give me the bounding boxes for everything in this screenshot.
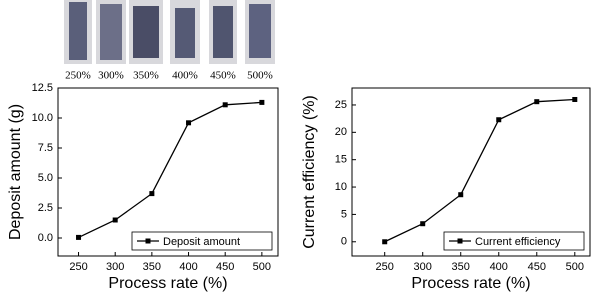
x-tick-label: 500 xyxy=(253,261,271,273)
data-point xyxy=(186,120,192,126)
data-point xyxy=(149,191,155,197)
legend-box xyxy=(131,231,273,251)
y-axis-label: Current efficiency (%) xyxy=(301,95,318,249)
photo-label: 400% xyxy=(172,70,198,82)
x-tick-label: 400 xyxy=(490,261,508,273)
x-tick-label: 250 xyxy=(69,261,87,273)
x-tick-label: 450 xyxy=(528,261,546,273)
y-tick-label: 10 xyxy=(335,181,347,193)
x-tick-label: 350 xyxy=(143,261,161,273)
photo-sample xyxy=(175,8,195,58)
plot-frame xyxy=(351,87,591,257)
photo-sample xyxy=(100,4,122,60)
data-point xyxy=(420,221,426,227)
photo-label: 250% xyxy=(65,70,91,82)
photo-label: 450% xyxy=(210,70,236,82)
y-tick-label: 7.5 xyxy=(38,142,53,154)
photos xyxy=(64,0,275,64)
plot-frame xyxy=(57,87,279,257)
photo-label: 500% xyxy=(247,70,273,82)
series-line xyxy=(78,101,262,238)
data-point xyxy=(534,99,540,105)
y-tick-label: 2.5 xyxy=(38,202,53,214)
legend-label: Deposit amount xyxy=(163,236,240,248)
photo-sample xyxy=(133,6,159,58)
y-tick-label: 0.0 xyxy=(38,232,53,244)
data-point xyxy=(222,102,228,108)
x-tick-label: 350 xyxy=(452,261,470,273)
y-tick-label: 15 xyxy=(335,154,347,166)
x-tick-label: 500 xyxy=(566,261,584,273)
photo-sample xyxy=(249,4,271,58)
x-tick-label: 300 xyxy=(106,261,124,273)
photo-label: 350% xyxy=(133,70,159,82)
legend-marker xyxy=(145,238,151,244)
photo-sample xyxy=(69,2,87,60)
x-tick-label: 300 xyxy=(414,261,432,273)
data-point xyxy=(496,117,502,123)
data-point xyxy=(458,192,464,198)
data-point xyxy=(76,234,82,240)
data-point xyxy=(259,99,265,105)
y-tick-label: 5 xyxy=(341,208,347,220)
y-tick-label: 20 xyxy=(335,126,347,138)
legend-label: Current efficiency xyxy=(475,236,561,248)
y-tick-label: 10.0 xyxy=(32,112,53,124)
x-axis-label: Process rate (%) xyxy=(411,275,530,292)
legend-marker xyxy=(457,238,463,244)
x-tick-label: 250 xyxy=(376,261,394,273)
y-axis-label: Deposit amount (g) xyxy=(7,104,24,240)
y-tick-label: 25 xyxy=(335,99,347,111)
photo-label: 300% xyxy=(98,70,124,82)
y-tick-label: 12.5 xyxy=(32,82,53,94)
data-point xyxy=(382,239,388,245)
data-point xyxy=(572,96,578,102)
photo-sample xyxy=(213,6,233,58)
legend-box xyxy=(443,231,585,251)
y-tick-label: 5.0 xyxy=(38,172,53,184)
x-tick-label: 450 xyxy=(216,261,234,273)
y-tick-label: 0 xyxy=(341,236,347,248)
x-axis-label: Process rate (%) xyxy=(108,275,227,292)
data-point xyxy=(112,217,118,223)
series-line xyxy=(384,98,575,243)
x-tick-label: 400 xyxy=(179,261,197,273)
